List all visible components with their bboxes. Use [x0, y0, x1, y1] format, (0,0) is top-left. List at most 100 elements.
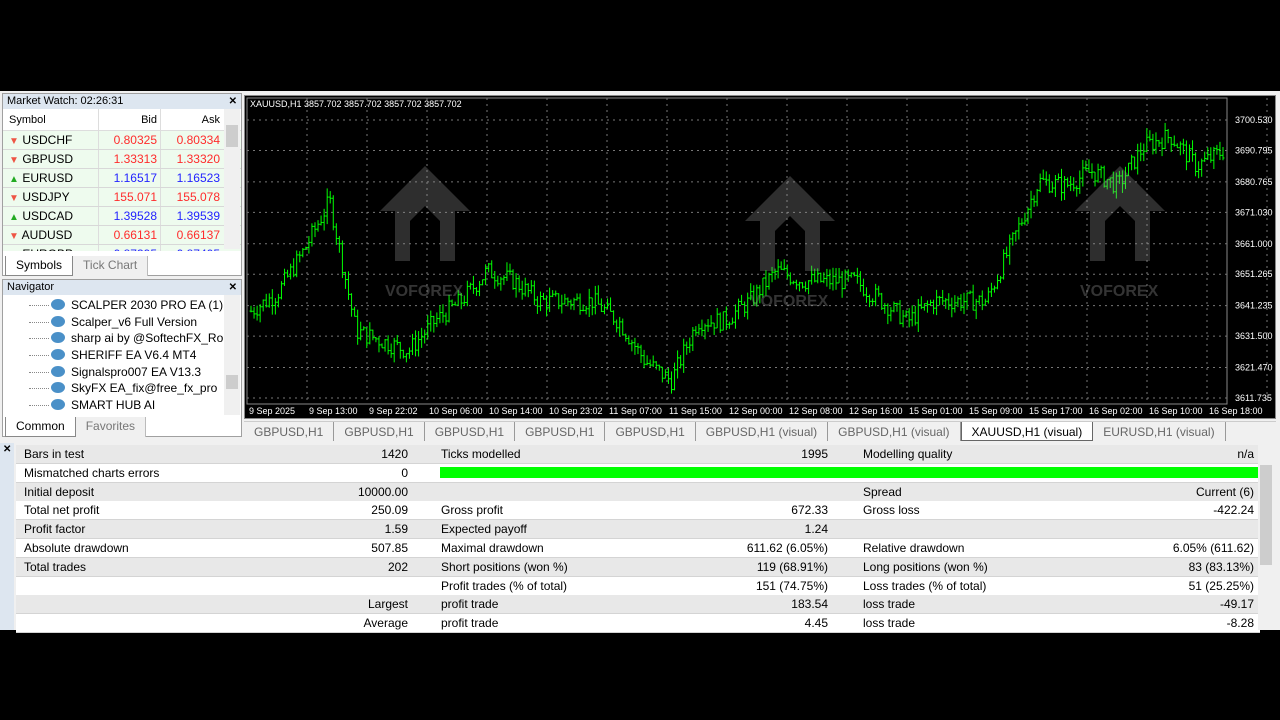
navigator-item[interactable]: sharp ai by @SoftechFX_Robot [3, 330, 241, 347]
ohlc-bar [398, 341, 402, 359]
navigator-item[interactable]: SCALPER 2030 PRO EA (1) [3, 297, 241, 314]
report-label: Mismatched charts errors [24, 465, 160, 480]
chart-tab[interactable]: GBPUSD,H1 (visual) [696, 422, 829, 441]
navigator-item-label: Scalper_v6 Full Version [71, 314, 198, 329]
symbol-row[interactable]: ▼ USDJPY 155.071 155.078 [3, 188, 241, 207]
ohlc-bar [286, 269, 290, 278]
expert-advisor-icon [51, 332, 65, 344]
col-bid[interactable]: Bid [99, 109, 161, 130]
ohlc-bar [1090, 163, 1094, 179]
close-icon[interactable]: ✕ [228, 96, 237, 107]
ohlc-bar [407, 347, 411, 359]
tab-symbols[interactable]: Symbols [5, 256, 74, 276]
navigator-item[interactable]: Scalper_v6 Full Version [3, 314, 241, 331]
navigator-item-label: SCALPER 2030 PRO EA (1) [71, 298, 224, 312]
col-ask[interactable]: Ask [201, 114, 220, 126]
ohlc-bar [316, 220, 320, 232]
chart-tab[interactable]: GBPUSD,H1 [244, 422, 335, 441]
ohlc-bar [691, 327, 695, 352]
ohlc-bar [944, 298, 948, 309]
ohlc-bar [325, 188, 329, 225]
ohlc-bar [630, 339, 634, 352]
chart-tab[interactable]: GBPUSD,H1 [605, 422, 696, 441]
scrollbar[interactable] [1258, 443, 1274, 630]
report-label: Total net profit [24, 503, 100, 518]
strategy-tester-report: ✕ Bars in test 1420 Ticks modelled 1995 Mode… [0, 443, 1280, 634]
ohlc-bar [529, 280, 533, 294]
ask: 1.16523 [176, 171, 220, 185]
tab-tick-chart[interactable]: Tick Chart [73, 256, 149, 276]
expert-advisor-icon [51, 299, 65, 310]
price-chart[interactable]: XAUUSD,H1 3857.702 3857.702 3857.702 385… [244, 95, 1276, 419]
time-label: 16 Sep 18:00 [1209, 406, 1263, 416]
price-label: 3700.530 [1235, 115, 1273, 125]
close-icon[interactable]: ✕ [3, 444, 12, 455]
ohlc-bar [657, 364, 661, 371]
symbol-row[interactable]: ▲ USDCAD 1.39528 1.39539 [3, 207, 241, 226]
chart-tab[interactable]: GBPUSD,H1 [425, 422, 516, 441]
ohlc-bar [1066, 177, 1070, 188]
report-label: Absolute drawdown [24, 541, 129, 555]
ohlc-bar [560, 294, 564, 314]
navigator-item[interactable]: SHERIFF EA V6.4 MT4 [3, 347, 241, 364]
arrow-up-icon: ▲ [9, 212, 19, 223]
ohlc-bar [301, 248, 305, 258]
tab-favorites[interactable]: Favorites [76, 417, 147, 437]
terminal-window: Market Watch: 02:26:31 ✕ Symbol Bid Ask ▼… [0, 91, 1280, 634]
ohlc-bar [1008, 234, 1012, 265]
ohlc-bar [1032, 195, 1036, 207]
ohlc-bar [1099, 165, 1103, 179]
ohlc-bar [694, 326, 698, 337]
watermark-text: VOFOREX [385, 283, 464, 300]
ohlc-bar [682, 338, 686, 373]
ohlc-bar [502, 275, 506, 285]
report-value: Current (6) [1195, 484, 1254, 499]
symbol-row[interactable]: ▼ GBPUSD 1.33313 1.33320 [3, 150, 241, 169]
ohlc-bar [566, 297, 570, 307]
ohlc-bar [319, 215, 323, 226]
ohlc-bar [1172, 135, 1176, 147]
col-symbol[interactable]: Symbol [3, 109, 99, 130]
report-label: Loss trades (% of total) [863, 578, 987, 593]
ohlc-bar [587, 288, 591, 318]
symbol-row[interactable]: ▼ AUDUSD 0.66131 0.66137 [3, 226, 241, 245]
ohlc-bar [353, 306, 357, 317]
ohlc-bar [462, 295, 466, 306]
symbol-row[interactable]: ▲ EURUSD 1.16517 1.16523 [3, 169, 241, 188]
navigator-item[interactable]: Signalspro007 EA V13.3 [3, 364, 241, 381]
ohlc-bar [977, 295, 981, 305]
chart-tabs: GBPUSD,H1 GBPUSD,H1 GBPUSD,H1 GBPUSD,H1 GBPU… [244, 421, 1276, 441]
chart-tab[interactable]: XAUUSD,H1 (visual) [960, 422, 1094, 441]
ohlc-bar [1108, 177, 1112, 188]
chart-tab[interactable]: GBPUSD,H1 (visual) [828, 422, 961, 441]
navigator-item[interactable]: SkyFX EA_fix@free_fx_pro [3, 380, 241, 397]
symbol-row[interactable]: ▲ EURGBP 0.873950.87405 [3, 245, 241, 251]
ohlc-bar [1063, 176, 1067, 201]
ohlc-bar [1044, 171, 1048, 186]
scrollbar[interactable] [224, 109, 240, 249]
report-label: profit trade [441, 616, 499, 631]
ohlc-bar [298, 251, 302, 263]
ohlc-bar [1145, 128, 1149, 153]
time-label: 11 Sep 15:00 [669, 406, 722, 416]
ohlc-bar [767, 272, 771, 290]
chart-tab[interactable]: GBPUSD,H1 [515, 422, 606, 441]
price-label: 3611.735 [1235, 393, 1272, 403]
ohlc-bar [1215, 144, 1219, 155]
market-watch-tabs: Symbols Tick Chart [5, 256, 149, 276]
scrollbar[interactable] [224, 295, 240, 415]
chart-tab[interactable]: GBPUSD,H1 [334, 422, 425, 441]
navigator-item[interactable]: SMART HUB AI [3, 397, 241, 413]
ohlc-bar [368, 322, 372, 345]
symbol-row[interactable]: ▼ USDCHF 0.80325 0.80334 [3, 131, 241, 150]
report-value: 83 (83.13%) [1188, 559, 1254, 574]
chart-tab[interactable]: EURUSD,H1 (visual) [1093, 422, 1226, 441]
close-icon[interactable]: ✕ [228, 282, 237, 293]
ohlc-bar [322, 208, 326, 231]
ohlc-bar [797, 281, 801, 292]
ohlc-bar [493, 270, 497, 289]
ohlc-bar [794, 279, 798, 290]
tab-common[interactable]: Common [5, 417, 76, 437]
ohlc-bar [478, 280, 482, 297]
ohlc-bar [551, 290, 555, 298]
